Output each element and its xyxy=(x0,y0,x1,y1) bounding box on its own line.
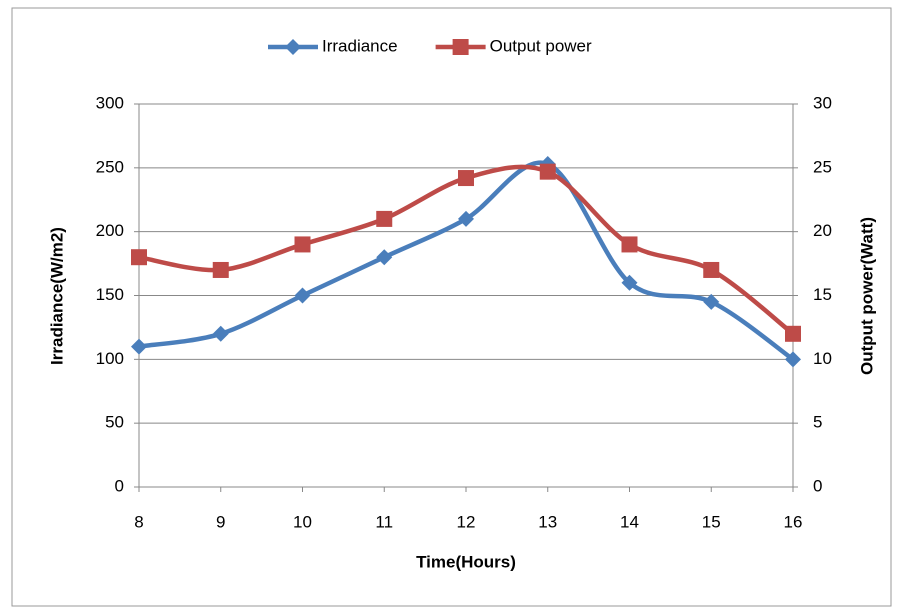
legend-marker xyxy=(285,39,301,55)
y-tick-label: 100 xyxy=(96,349,124,368)
chart-frame xyxy=(11,7,892,607)
marker xyxy=(785,351,801,368)
marker xyxy=(785,325,801,342)
y2-axis-label: Output power(Watt) xyxy=(857,217,876,375)
marker xyxy=(212,325,229,342)
x-tick-label: 16 xyxy=(784,512,803,531)
y-tick-label: 150 xyxy=(96,285,124,304)
marker xyxy=(621,236,638,253)
y2-tick-label: 5 xyxy=(813,413,822,432)
y2-tick-label: 25 xyxy=(813,157,832,176)
marker xyxy=(703,293,720,310)
x-tick-label: 12 xyxy=(457,512,476,531)
marker xyxy=(539,163,556,180)
y-tick-label: 300 xyxy=(96,93,124,112)
marker xyxy=(294,287,311,304)
x-tick-label: 9 xyxy=(216,512,225,531)
y-axis-label: Irradiance(W/m2) xyxy=(47,227,66,365)
y-tick-label: 50 xyxy=(105,413,124,432)
marker xyxy=(131,338,147,355)
x-tick-label: 13 xyxy=(538,512,557,531)
y-tick-label: 200 xyxy=(96,221,124,240)
marker xyxy=(376,210,393,227)
marker xyxy=(458,210,474,227)
x-tick-label: 15 xyxy=(702,512,721,531)
marker xyxy=(703,261,720,278)
y2-tick-label: 30 xyxy=(813,93,832,112)
y-tick-label: 250 xyxy=(96,157,124,176)
marker xyxy=(621,274,638,291)
legend-marker xyxy=(452,39,469,55)
marker xyxy=(212,261,229,278)
legend-label: Irradiance xyxy=(322,36,398,55)
marker xyxy=(458,170,474,187)
marker xyxy=(294,236,311,253)
series-line xyxy=(138,160,795,362)
x-tick-label: 8 xyxy=(134,512,143,531)
y2-tick-label: 10 xyxy=(813,349,832,368)
legend-label: Output power xyxy=(490,36,592,55)
x-axis-label: Time(Hours) xyxy=(416,552,516,571)
x-tick-label: 14 xyxy=(620,512,639,531)
marker xyxy=(376,249,393,266)
marker xyxy=(131,249,147,266)
x-tick-label: 11 xyxy=(375,512,393,531)
y2-tick-label: 20 xyxy=(813,221,832,240)
y2-tick-label: 15 xyxy=(813,285,832,304)
y2-tick-label: 0 xyxy=(813,476,822,495)
x-tick-label: 10 xyxy=(293,512,312,531)
y-tick-label: 0 xyxy=(115,476,124,495)
